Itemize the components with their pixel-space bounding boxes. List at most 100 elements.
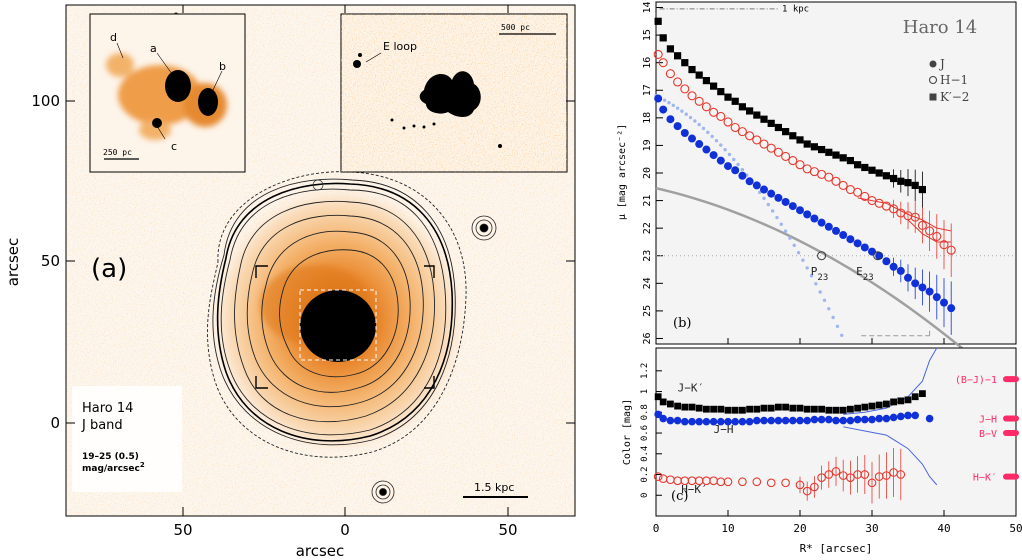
color-point (760, 416, 768, 425)
color-x-tick-label: 40 (937, 522, 950, 535)
profile-point (904, 273, 912, 282)
y-tick-100: 100 (31, 92, 60, 110)
profile-point (868, 166, 876, 174)
plateau-fit-point (796, 251, 801, 255)
annotation-sub: 23 (817, 273, 828, 283)
profile-point (831, 176, 841, 186)
profile-point (710, 82, 718, 90)
color-point (654, 393, 662, 401)
profile-point (724, 93, 732, 101)
color-point (925, 414, 934, 423)
panel-a-label: (a) (91, 254, 127, 284)
profile-point (889, 262, 898, 271)
profile-point (753, 111, 761, 119)
color-point (667, 400, 674, 408)
color-point (654, 410, 662, 419)
profile-y-tick-label: 21 (642, 195, 653, 207)
color-series-label: J−H (714, 423, 734, 436)
plateau-fit-point (792, 243, 796, 248)
color-point (896, 470, 906, 479)
profile-point (846, 235, 855, 244)
profile-point (818, 145, 826, 154)
annotation-marker (873, 251, 883, 261)
field-star-1 (471, 215, 497, 241)
profile-point (653, 49, 663, 59)
profile-point (889, 204, 899, 214)
profile-point (702, 145, 711, 154)
profile-legend-marker (929, 60, 937, 68)
color-x-tick-label: 0 (653, 522, 660, 535)
profile-point (774, 123, 782, 132)
reference-label: H−K′ (973, 473, 997, 484)
profile-point (824, 172, 834, 182)
color-point (882, 414, 891, 423)
profile-point (854, 161, 862, 169)
profile-point (882, 257, 891, 266)
profile-point (767, 119, 775, 127)
color-point (709, 417, 718, 426)
color-point (883, 400, 890, 408)
inset-label-c: c (171, 140, 177, 153)
color-y-tick-label: 0.8 (640, 404, 650, 420)
plateau-fit-point (762, 196, 766, 201)
reference-marker (1003, 473, 1019, 480)
plateau-fit-point (706, 130, 710, 135)
profile-point (724, 162, 732, 171)
color-point (760, 404, 768, 412)
color-point (810, 482, 819, 492)
plateau-fit-point (723, 148, 727, 152)
annotation-text: E (856, 265, 863, 278)
legend-line-4: mag/arcsec (82, 464, 140, 474)
profile-point (674, 52, 682, 60)
color-point (723, 477, 733, 487)
color-point (825, 406, 833, 414)
profile-point (760, 115, 768, 123)
profile-point (788, 202, 797, 211)
color-point (724, 406, 732, 414)
plateau-fit-point (775, 215, 779, 220)
profile-point (688, 65, 696, 74)
e-loop-core (419, 71, 481, 117)
color-point (659, 414, 667, 423)
profile-point (882, 172, 890, 180)
color-point (839, 406, 847, 414)
profile-point (911, 279, 920, 288)
profile-point (911, 181, 919, 190)
profile-point (839, 231, 848, 240)
profile-legend-marker (929, 93, 937, 101)
reference-label: J−H (979, 415, 997, 426)
profile-point (702, 77, 710, 85)
color-point (746, 405, 753, 413)
profile-y-tick-label: 20 (642, 167, 653, 179)
profile-y-label: μ [mag arcsec⁻²] (617, 124, 628, 220)
color-point (673, 416, 682, 425)
field-star-2 (371, 480, 395, 504)
color-y-label: Color [mag] (622, 399, 633, 465)
profile-point (824, 222, 833, 231)
color-point (854, 404, 861, 412)
color-y-tick-label: 1.2 (640, 363, 650, 379)
profile-point (716, 111, 726, 122)
color-point (781, 416, 790, 425)
color-point (832, 406, 840, 414)
inset-label-b: b (219, 60, 226, 73)
color-point (753, 416, 761, 425)
color-x-tick-label: 20 (793, 522, 806, 535)
profile-point (846, 156, 854, 165)
color-point (695, 404, 703, 412)
plateau-fit-point (783, 229, 788, 233)
y-tick-50: 50 (41, 252, 60, 270)
profile-point (932, 293, 941, 302)
color-point (789, 404, 797, 412)
profile-point (853, 187, 863, 197)
profile-point (731, 97, 739, 105)
profile-point (717, 88, 725, 96)
color-point (781, 478, 790, 488)
color-series-label: H−K′ (681, 483, 708, 496)
profile-point (796, 136, 804, 144)
knot-a (165, 70, 191, 102)
color-point (875, 401, 883, 409)
color-point (653, 472, 663, 481)
profile-title: Haro 14 (903, 17, 978, 38)
